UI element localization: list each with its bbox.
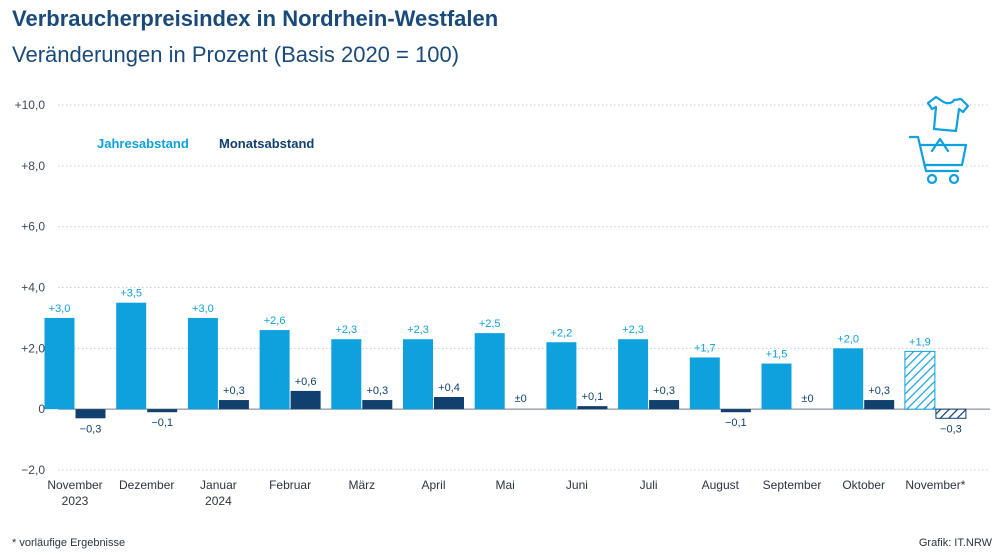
x-tick-label: Juli	[640, 478, 658, 492]
data-label-jahresabstand: +2,2	[551, 327, 573, 339]
data-label-jahresabstand: +2,5	[479, 318, 501, 330]
x-tick-label: Mai	[496, 478, 515, 492]
data-label-jahresabstand: +1,9	[909, 336, 931, 348]
bar-monatsabstand	[75, 409, 106, 419]
x-tick-label: März	[348, 478, 375, 492]
bar-monatsabstand	[649, 400, 680, 410]
x-tick-label: Dezember	[119, 478, 174, 492]
data-label-monatsabstand: −0,1	[151, 417, 173, 429]
y-tick-label: +6,0	[21, 220, 45, 234]
data-label-jahresabstand: +1,5	[766, 349, 788, 361]
x-tick-label: September	[763, 478, 822, 492]
bar-monatsabstand	[864, 400, 895, 410]
x-tick-label: 2023	[62, 494, 89, 508]
footnote: * vorläufige Ergebnisse	[12, 537, 126, 549]
data-label-monatsabstand: +0,1	[582, 391, 604, 403]
data-label-jahresabstand: +1,7	[694, 342, 716, 354]
bar-monatsabstand	[147, 409, 178, 413]
data-label-monatsabstand: +0,3	[366, 385, 388, 397]
legend-jahresabstand: Jahresabstand	[97, 136, 189, 151]
data-label-jahresabstand: +3,5	[120, 288, 142, 300]
x-tick-label: November*	[905, 478, 965, 492]
y-tick-label: +4,0	[21, 281, 45, 295]
x-tick-label: April	[421, 478, 445, 492]
x-tick-label: 2024	[205, 494, 232, 508]
data-label-monatsabstand: ±0	[801, 393, 813, 405]
x-tick-label: Februar	[269, 478, 311, 492]
shopping-cart-shirt-icon	[908, 95, 970, 185]
bar-jahresabstand	[331, 339, 362, 410]
bar-jahresabstand	[689, 357, 720, 410]
bar-jahresabstand	[259, 330, 290, 410]
bar-jahresabstand	[618, 339, 649, 410]
bar-monatsabstand	[720, 409, 751, 413]
bar-monatsabstand	[434, 397, 464, 410]
bar-monatsabstand	[362, 400, 393, 410]
data-label-monatsabstand: +0,4	[438, 382, 460, 394]
data-label-monatsabstand: +0,3	[868, 385, 890, 397]
bar-monatsabstand	[577, 406, 608, 410]
x-tick-label: November	[47, 478, 102, 492]
bar-monatsabstand	[935, 408, 967, 419]
data-label-jahresabstand: +3,0	[192, 303, 214, 315]
y-tick-label: +10,0	[15, 98, 46, 112]
y-tick-label: −2,0	[21, 463, 45, 477]
data-label-monatsabstand: ±0	[515, 393, 527, 405]
data-label-jahresabstand: +2,3	[622, 324, 644, 336]
data-label-monatsabstand: +0,3	[653, 385, 675, 397]
bar-jahresabstand	[546, 342, 577, 410]
y-tick-label: 0	[38, 402, 45, 416]
bar-jahresabstand	[474, 333, 505, 410]
bar-jahresabstand	[116, 302, 147, 410]
data-label-jahresabstand: +2,6	[264, 315, 286, 327]
bar-jahresabstand	[761, 363, 792, 410]
legend-monatsabstand: Monatsabstand	[219, 136, 314, 151]
x-tick-label: August	[702, 478, 740, 492]
bar-monatsabstand	[218, 400, 249, 410]
bar-jahresabstand	[833, 348, 864, 410]
bar-jahresabstand	[44, 317, 75, 410]
page-subtitle: Veränderungen in Prozent (Basis 2020 = 1…	[12, 42, 460, 67]
data-label-jahresabstand: +2,3	[335, 324, 357, 336]
data-label-monatsabstand: −0,1	[725, 417, 747, 429]
data-label-jahresabstand: +2,0	[837, 333, 859, 345]
bar-jahresabstand	[904, 350, 936, 410]
x-tick-label: Oktober	[842, 478, 885, 492]
data-label-monatsabstand: +0,3	[223, 385, 245, 397]
data-label-monatsabstand: −0,3	[940, 423, 962, 435]
data-label-jahresabstand: +3,0	[49, 303, 71, 315]
data-label-monatsabstand: +0,6	[295, 376, 317, 388]
page-title: Verbraucherpreisindex in Nordrhein-Westf…	[12, 6, 499, 31]
y-tick-label: +2,0	[21, 341, 45, 355]
bar-monatsabstand	[290, 390, 321, 410]
x-tick-label: Juni	[566, 478, 588, 492]
y-tick-label: +8,0	[21, 159, 45, 173]
data-label-jahresabstand: +2,3	[407, 324, 429, 336]
bar-jahresabstand	[403, 339, 433, 410]
bar-jahresabstand	[187, 317, 218, 410]
source-credit: Grafik: IT.NRW	[918, 537, 992, 549]
data-label-monatsabstand: −0,3	[80, 423, 102, 435]
x-tick-label: Januar	[200, 478, 237, 492]
